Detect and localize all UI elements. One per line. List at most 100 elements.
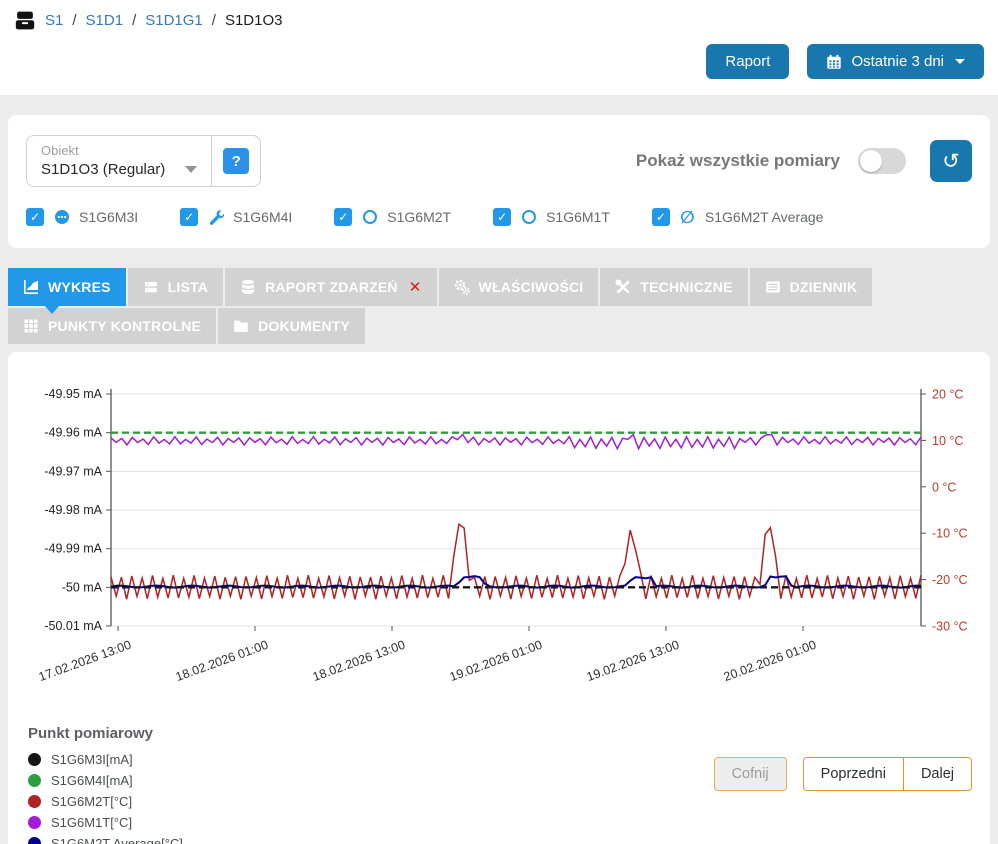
svg-text:-50 mA: -50 mA bbox=[62, 580, 103, 594]
svg-text:-10 °C: -10 °C bbox=[932, 527, 968, 541]
checkbox-checked-icon[interactable]: ✓ bbox=[652, 208, 670, 226]
folder-icon bbox=[233, 318, 249, 334]
top-bar: S1 / S1D1 / S1D1G1 / S1D1O3 Raport Ostat… bbox=[0, 0, 998, 95]
tab-label: PUNKTY KONTROLNE bbox=[48, 318, 201, 334]
tools-icon bbox=[615, 279, 631, 295]
breadcrumb-link-s1d1[interactable]: S1D1 bbox=[86, 12, 124, 29]
checkbox-checked-icon[interactable]: ✓ bbox=[26, 208, 44, 226]
tab-label: WYKRES bbox=[48, 279, 111, 295]
tab-wykres[interactable]: WYKRES bbox=[8, 268, 126, 306]
legend-label: S1G6M1T[°C] bbox=[51, 815, 132, 830]
object-select-value: S1D1O3 (Regular) bbox=[41, 161, 165, 178]
svg-text:10 °C: 10 °C bbox=[932, 434, 963, 448]
chevron-down-icon bbox=[955, 59, 965, 64]
database-icon bbox=[240, 279, 256, 295]
measurement-checkbox-s1g6m2t-average[interactable]: ✓ ∅ S1G6M2T Average bbox=[652, 208, 824, 226]
calendar-icon bbox=[826, 54, 842, 70]
date-range-button[interactable]: Ostatnie 3 dni bbox=[807, 44, 984, 79]
tab-label: RAPORT ZDARZEŃ bbox=[265, 279, 398, 295]
chart-navigation: Cofnij Poprzedni Dalej bbox=[714, 757, 972, 791]
legend-label: S1G6M4I[mA] bbox=[51, 773, 133, 788]
object-box-icon bbox=[14, 10, 36, 31]
svg-text:-20 °C: -20 °C bbox=[932, 573, 968, 587]
svg-text:-49.97 mA: -49.97 mA bbox=[44, 464, 102, 478]
legend-dot-purple bbox=[28, 816, 41, 829]
checkbox-checked-icon[interactable]: ✓ bbox=[180, 208, 198, 226]
dropdown-arrow-icon[interactable] bbox=[185, 166, 197, 173]
circle-outline-icon bbox=[520, 209, 537, 226]
svg-text:-49.99 mA: -49.99 mA bbox=[44, 542, 102, 556]
measurement-checkbox-s1g6m1t[interactable]: ✓ S1G6M1T bbox=[493, 208, 610, 226]
measurement-label: S1G6M2T bbox=[387, 209, 451, 225]
tab-label: WŁAŚCIWOŚCI bbox=[479, 279, 584, 295]
checkbox-checked-icon[interactable]: ✓ bbox=[493, 208, 511, 226]
chart-icon bbox=[23, 279, 39, 295]
chart-panel: -49.95 mA -49.96 mA -49.97 mA -49.98 mA -49.… bbox=[8, 352, 990, 844]
list-icon bbox=[143, 279, 159, 295]
svg-text:19.02.2026 13:00: 19.02.2026 13:00 bbox=[585, 638, 681, 684]
help-button[interactable]: ? bbox=[223, 148, 249, 174]
toggle-knob[interactable] bbox=[860, 150, 882, 172]
svg-text:-49.95 mA: -49.95 mA bbox=[44, 387, 102, 401]
history-button[interactable]: ↺ bbox=[930, 140, 972, 182]
legend-label: S1G6M2T[°C] bbox=[51, 794, 132, 809]
show-all-label: Pokaż wszystkie pomiary bbox=[636, 151, 840, 171]
legend-label: S1G6M3I[mA] bbox=[51, 752, 133, 767]
svg-text:0 °C: 0 °C bbox=[932, 480, 956, 494]
object-select-main[interactable]: Obiekt S1D1O3 (Regular) bbox=[27, 136, 211, 186]
next-button[interactable]: Dalej bbox=[903, 758, 971, 790]
tab-dziennik[interactable]: DZIENNIK bbox=[750, 268, 873, 306]
tab-punkty-kontrolne[interactable]: PUNKTY KONTROLNE bbox=[8, 308, 216, 344]
svg-text:-49.96 mA: -49.96 mA bbox=[44, 426, 102, 440]
close-icon[interactable]: ✕ bbox=[409, 278, 422, 296]
breadcrumb-link-s1[interactable]: S1 bbox=[45, 12, 63, 29]
slashed-circle-icon: ∅ bbox=[679, 209, 696, 226]
legend-dot-black bbox=[28, 753, 41, 766]
line-chart[interactable]: -49.95 mA -49.96 mA -49.97 mA -49.98 mA -49.… bbox=[16, 380, 998, 712]
legend-dot-navy bbox=[28, 837, 41, 844]
breadcrumb-separator: / bbox=[72, 12, 76, 29]
legend-dot-red bbox=[28, 795, 41, 808]
svg-text:-30 °C: -30 °C bbox=[932, 620, 968, 634]
svg-text:17.02.2026 13:00: 17.02.2026 13:00 bbox=[37, 638, 133, 684]
tab-wlasciwosci[interactable]: WŁAŚCIWOŚCI bbox=[439, 268, 599, 306]
measurement-label: S1G6M2T Average bbox=[705, 209, 824, 225]
previous-button[interactable]: Poprzedni bbox=[804, 758, 903, 790]
legend-dot-green bbox=[28, 774, 41, 787]
measurement-checkbox-s1g6m2t[interactable]: ✓ S1G6M2T bbox=[334, 208, 451, 226]
tab-techniczne[interactable]: TECHNICZNE bbox=[600, 268, 747, 306]
report-button[interactable]: Raport bbox=[706, 44, 789, 79]
svg-text:20 °C: 20 °C bbox=[932, 388, 963, 402]
legend-title: Punkt pomiarowy bbox=[28, 725, 183, 742]
tab-dokumenty[interactable]: DOKUMENTY bbox=[218, 308, 365, 344]
tab-label: DOKUMENTY bbox=[258, 318, 350, 334]
chart-legend: Punkt pomiarowy S1G6M3I[mA] S1G6M4I[mA] … bbox=[28, 725, 183, 844]
measurement-label: S1G6M3I bbox=[79, 209, 138, 225]
breadcrumb-current: S1D1O3 bbox=[225, 12, 283, 29]
svg-text:18.02.2026 13:00: 18.02.2026 13:00 bbox=[311, 638, 407, 684]
tab-raport-zdarzen[interactable]: RAPORT ZDARZEŃ ✕ bbox=[225, 268, 436, 306]
tab-bar: WYKRES LISTA RAPORT ZDARZEŃ ✕ WŁAŚCIWOŚC… bbox=[8, 268, 990, 344]
legend-item: S1G6M3I[mA] bbox=[28, 752, 183, 767]
undo-button[interactable]: Cofnij bbox=[714, 757, 787, 791]
tab-label: LISTA bbox=[168, 279, 208, 295]
comment-dots-icon bbox=[53, 209, 70, 226]
svg-text:20.02.2026 01:00: 20.02.2026 01:00 bbox=[722, 638, 818, 684]
legend-item: S1G6M2T[°C] bbox=[28, 794, 183, 809]
date-range-label: Ostatnie 3 dni bbox=[851, 53, 944, 70]
legend-label: S1G6M2T Average[°C] bbox=[51, 836, 183, 844]
tab-label: DZIENNIK bbox=[790, 279, 858, 295]
breadcrumb-separator: / bbox=[132, 12, 136, 29]
tab-lista[interactable]: LISTA bbox=[128, 268, 223, 306]
show-all-toggle[interactable] bbox=[858, 148, 906, 174]
measurement-checkbox-s1g6m3i[interactable]: ✓ S1G6M3I bbox=[26, 208, 138, 226]
svg-text:-49.98 mA: -49.98 mA bbox=[44, 503, 102, 517]
grid-icon bbox=[23, 318, 39, 334]
object-select[interactable]: Obiekt S1D1O3 (Regular) ? bbox=[26, 135, 261, 187]
legend-item: S1G6M4I[mA] bbox=[28, 773, 183, 788]
measurement-checkbox-s1g6m4i[interactable]: ✓ S1G6M4I bbox=[180, 208, 292, 226]
breadcrumb-link-s1d1g1[interactable]: S1D1G1 bbox=[145, 12, 203, 29]
svg-text:18.02.2026 01:00: 18.02.2026 01:00 bbox=[174, 638, 270, 684]
checkbox-checked-icon[interactable]: ✓ bbox=[334, 208, 352, 226]
object-select-label: Obiekt bbox=[41, 143, 197, 158]
